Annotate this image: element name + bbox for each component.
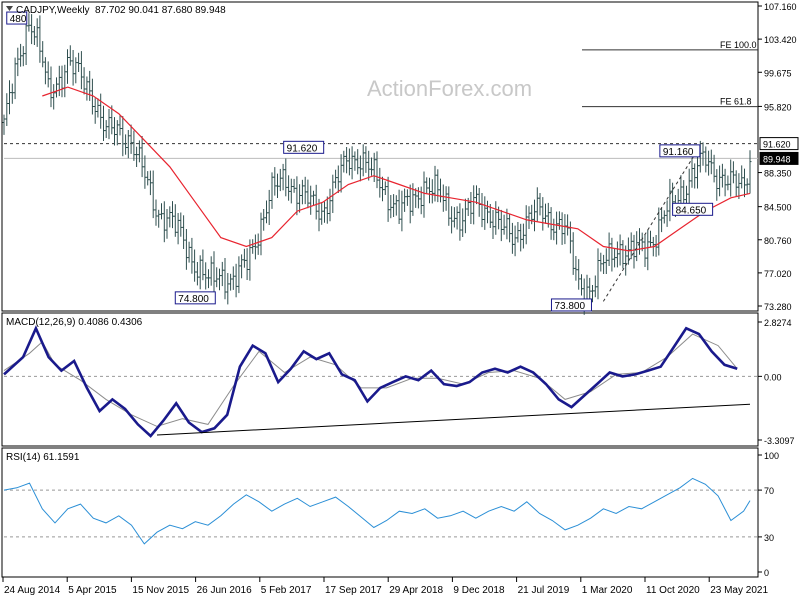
- level-label: 91.620: [763, 140, 791, 150]
- rsi-tick-label: 100: [764, 451, 779, 461]
- rsi-tick-label: 0: [764, 568, 769, 578]
- x-tick-label: 23 May 2021: [710, 585, 768, 596]
- macd-tick-label: 2.8274: [764, 318, 792, 328]
- fib-level-label: FE 100.0: [720, 40, 757, 50]
- price-annotation-box: [6, 11, 28, 25]
- price-annotation: 73.800: [554, 301, 585, 312]
- macd-panel-frame: [1, 312, 759, 447]
- x-tick-label: 5 Feb 2017: [261, 585, 312, 596]
- price-tick-label: 84.500: [764, 203, 792, 213]
- price-annotation-box: [672, 202, 714, 216]
- price-annotation-box: [283, 140, 325, 154]
- price-layer: FE 100.0 FE 61.8 480 74.800 91.620 73.800 91.1…: [2, 11, 758, 315]
- price-annotation: 91.620: [287, 143, 318, 154]
- price-annotation: 480: [10, 14, 27, 25]
- x-tick-label: 11 Oct 2020: [646, 585, 700, 596]
- level-label: 89.948: [763, 154, 791, 164]
- macd-layer: [3, 325, 758, 438]
- price-tick-label: 80.760: [764, 236, 792, 246]
- x-tick-label: 26 Jun 2016: [197, 585, 252, 596]
- ohlc-label: 87.702 90.041 87.680 89.948: [95, 5, 226, 16]
- rsi-tick-label: 70: [764, 486, 774, 496]
- price-tick-label: 103.420: [764, 35, 797, 45]
- rsi-tick-label: 30: [764, 533, 774, 543]
- price-annotation-box: [550, 298, 592, 312]
- level-box: [759, 151, 799, 165]
- price-annotation: 91.160: [663, 147, 694, 158]
- price-tick-label: 73.280: [764, 302, 792, 312]
- fib-level-label: FE 61.8: [720, 97, 752, 107]
- watermark: ActionForex.com: [367, 76, 532, 101]
- collapse-arrow-icon[interactable]: [6, 6, 13, 11]
- x-tick-label: 1 Mar 2020: [582, 585, 633, 596]
- rsi-line: [3, 477, 751, 545]
- header: CADJPY,Weekly 87.702 90.041 87.680 89.94…: [6, 5, 226, 16]
- symbol-label: CADJPY,Weekly: [16, 5, 90, 16]
- x-tick-label: 24 Aug 2014: [4, 585, 61, 596]
- axis-layer: 107.160 103.420 99.675 95.820 88.350 84.500 80…: [2, 2, 799, 596]
- x-tick-label: 15 Nov 2015: [132, 585, 189, 596]
- x-tick-label: 9 Dec 2018: [453, 585, 505, 596]
- x-tick-label: 29 Apr 2018: [389, 585, 443, 596]
- macd-trendline: [156, 403, 751, 436]
- x-tick-label: 17 Sep 2017: [325, 585, 382, 596]
- price-annotation-box: [659, 144, 701, 158]
- moving-average-line: [42, 86, 751, 252]
- macd-title: MACD(12,26,9) 0.4086 0.4306: [6, 317, 143, 328]
- macd-tick-label: -3.3097: [764, 436, 795, 446]
- price-tick-label: 77.020: [764, 269, 792, 279]
- rsi-layer: [3, 477, 758, 545]
- price-annotation: 84.650: [676, 205, 707, 216]
- price-tick-label: 99.675: [764, 68, 792, 78]
- price-tick-label: 88.350: [764, 169, 792, 179]
- level-box: [759, 137, 799, 151]
- price-annotation-box: [174, 291, 216, 305]
- price-tick-label: 95.820: [764, 102, 792, 112]
- x-tick-label: 5 Apr 2015: [68, 585, 117, 596]
- macd-line: [3, 325, 738, 438]
- uptrend-line: [602, 147, 700, 302]
- price-tick-label: 107.160: [764, 2, 797, 12]
- rsi-panel-frame: [1, 447, 759, 578]
- macd-tick-label: 0.00: [764, 372, 782, 382]
- rsi-title: RSI(14) 61.1591: [6, 452, 80, 463]
- price-annotation: 74.800: [178, 294, 209, 305]
- x-tick-label: 21 Jul 2019: [518, 585, 570, 596]
